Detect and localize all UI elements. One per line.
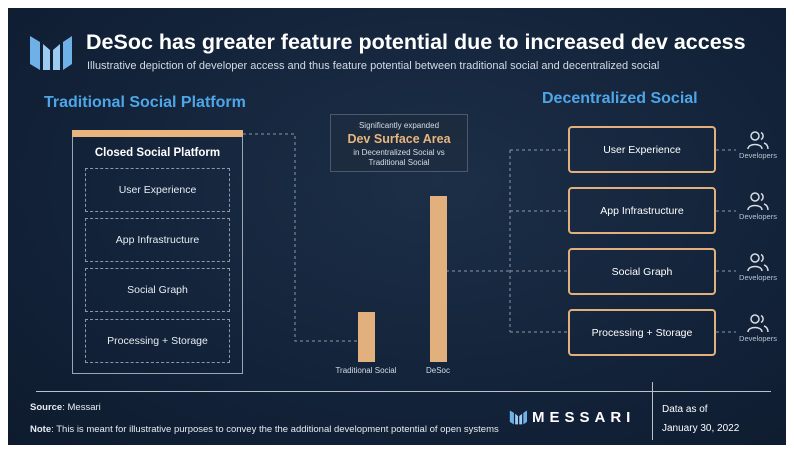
developers-group: Developers bbox=[736, 313, 780, 343]
left-layer-processing-storage: Processing + Storage bbox=[85, 319, 230, 363]
messari-wordmark-icon bbox=[509, 410, 527, 425]
callout-main-text: Dev Surface Area bbox=[347, 132, 451, 146]
developers-label: Developers bbox=[739, 334, 777, 343]
platform-accent-bar bbox=[72, 130, 243, 137]
note-label: Note bbox=[30, 424, 52, 435]
page-subtitle: Illustrative depiction of developer acce… bbox=[87, 60, 660, 72]
developers-icon bbox=[747, 131, 769, 150]
desoc-layer-social-graph: Social Graph bbox=[568, 248, 716, 295]
developers-label: Developers bbox=[739, 151, 777, 160]
desoc-layer-processing-storage: Processing + Storage bbox=[568, 309, 716, 356]
traditional-heading: Traditional Social Platform bbox=[44, 94, 246, 111]
source-value: : Messari bbox=[62, 402, 101, 413]
bar-label-traditional-social: Traditional Social bbox=[335, 366, 397, 375]
developers-label: Developers bbox=[739, 212, 777, 221]
callout-line-2: Traditional Social bbox=[368, 158, 430, 167]
callout-line-1: in Decentralized Social vs bbox=[353, 148, 445, 157]
data-as-of-label: Data as of bbox=[662, 404, 708, 415]
bar-desoc bbox=[429, 196, 447, 362]
platform-title: Closed Social Platform bbox=[94, 147, 221, 159]
decentralized-heading: Decentralized Social bbox=[542, 90, 698, 107]
dev-surface-callout: Significantly expanded Dev Surface Area … bbox=[330, 114, 468, 172]
note-value: : This is meant for illustrative purpose… bbox=[51, 424, 499, 435]
slide: DeSoc has greater feature potential due … bbox=[8, 8, 786, 445]
note-text: Note: This is meant for illustrative pur… bbox=[30, 424, 499, 435]
developers-label: Developers bbox=[739, 273, 777, 282]
page-title: DeSoc has greater feature potential due … bbox=[86, 30, 746, 54]
developers-icon bbox=[747, 314, 769, 333]
desoc-layer-user-experience: User Experience bbox=[568, 126, 716, 173]
source-label: Source bbox=[30, 402, 63, 413]
left-layer-app-infrastructure: App Infrastructure bbox=[85, 218, 230, 262]
developers-group: Developers bbox=[736, 191, 780, 221]
developers-icon bbox=[747, 253, 769, 272]
messari-brand: MESSARI bbox=[532, 409, 636, 426]
footer-divider bbox=[36, 391, 771, 392]
left-layer-user-experience: User Experience bbox=[85, 168, 230, 212]
data-date: January 30, 2022 bbox=[662, 423, 740, 434]
left-layer-social-graph: Social Graph bbox=[85, 268, 230, 312]
desoc-layer-app-infrastructure: App Infrastructure bbox=[568, 187, 716, 234]
bar-traditional-social bbox=[357, 312, 375, 362]
developers-group: Developers bbox=[736, 252, 780, 282]
developers-icon bbox=[747, 192, 769, 211]
messari-logo-icon bbox=[30, 36, 72, 70]
callout-top-text: Significantly expanded bbox=[358, 121, 440, 130]
bar-label-desoc: DeSoc bbox=[425, 366, 450, 375]
source-text: Source: Messari bbox=[30, 402, 101, 413]
footer-vertical-divider bbox=[652, 382, 653, 440]
developers-group: Developers bbox=[736, 130, 780, 160]
